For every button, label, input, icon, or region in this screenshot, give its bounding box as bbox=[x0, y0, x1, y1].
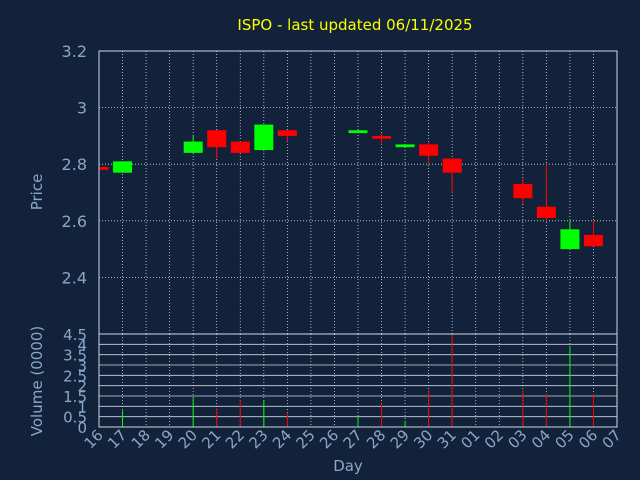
volume-tick-label: 1 bbox=[77, 398, 87, 416]
candle-body bbox=[230, 141, 250, 153]
candle-body bbox=[419, 144, 439, 156]
volume-tick-label: 2 bbox=[77, 378, 87, 396]
candle-body bbox=[113, 161, 133, 173]
panel-frames bbox=[98, 50, 618, 428]
volume-tick-label: 4.5 bbox=[63, 326, 87, 344]
volume-tick-label: 2.5 bbox=[63, 367, 87, 385]
price-tick-label: 2.4 bbox=[62, 268, 87, 287]
volume-tick-label: 0.5 bbox=[63, 409, 87, 427]
candle-body bbox=[536, 206, 556, 218]
candle-body bbox=[183, 141, 203, 153]
price-axis-ticks: 3.2 3 2.8 2.6 2.4 bbox=[62, 42, 87, 287]
candle-body bbox=[442, 158, 462, 173]
price-candles bbox=[98, 124, 603, 250]
candle-body bbox=[277, 130, 297, 136]
volume-tick-label: 0 bbox=[77, 419, 87, 437]
candle-body bbox=[583, 234, 603, 247]
volume-axis-label: Volume (0000) bbox=[28, 326, 46, 436]
volume-axis-ticks: 4.543.532.521.510.50 bbox=[63, 326, 87, 437]
day-axis-ticks: 1617181920212223242526272829303101020304… bbox=[81, 426, 625, 452]
volume-panel-frame bbox=[98, 333, 618, 428]
price-gridlines bbox=[98, 50, 618, 334]
volume-tick-label: 1.5 bbox=[63, 388, 87, 406]
price-axis-label: Price bbox=[28, 174, 46, 211]
candle-body bbox=[99, 167, 109, 170]
price-tick-label: 2.6 bbox=[62, 212, 87, 231]
price-tick-label: 3 bbox=[77, 99, 87, 118]
candle-body bbox=[348, 130, 368, 134]
volume-tick-label: 4 bbox=[77, 336, 87, 354]
candle-body bbox=[560, 229, 580, 250]
price-tick-label: 3.2 bbox=[62, 42, 87, 61]
volume-bars bbox=[122, 334, 594, 427]
candle-body bbox=[254, 124, 274, 151]
candle-body bbox=[395, 144, 415, 148]
candle-body bbox=[207, 130, 227, 148]
price-tick-label: 2.8 bbox=[62, 155, 87, 174]
chart-title: ISPO - last updated 06/11/2025 bbox=[237, 16, 472, 34]
x-axis-label: Day bbox=[333, 457, 363, 475]
candle-body bbox=[372, 135, 392, 139]
volume-tick-label: 3.5 bbox=[63, 347, 87, 365]
volume-tick-label: 3 bbox=[77, 357, 87, 375]
candle-body bbox=[513, 184, 533, 199]
